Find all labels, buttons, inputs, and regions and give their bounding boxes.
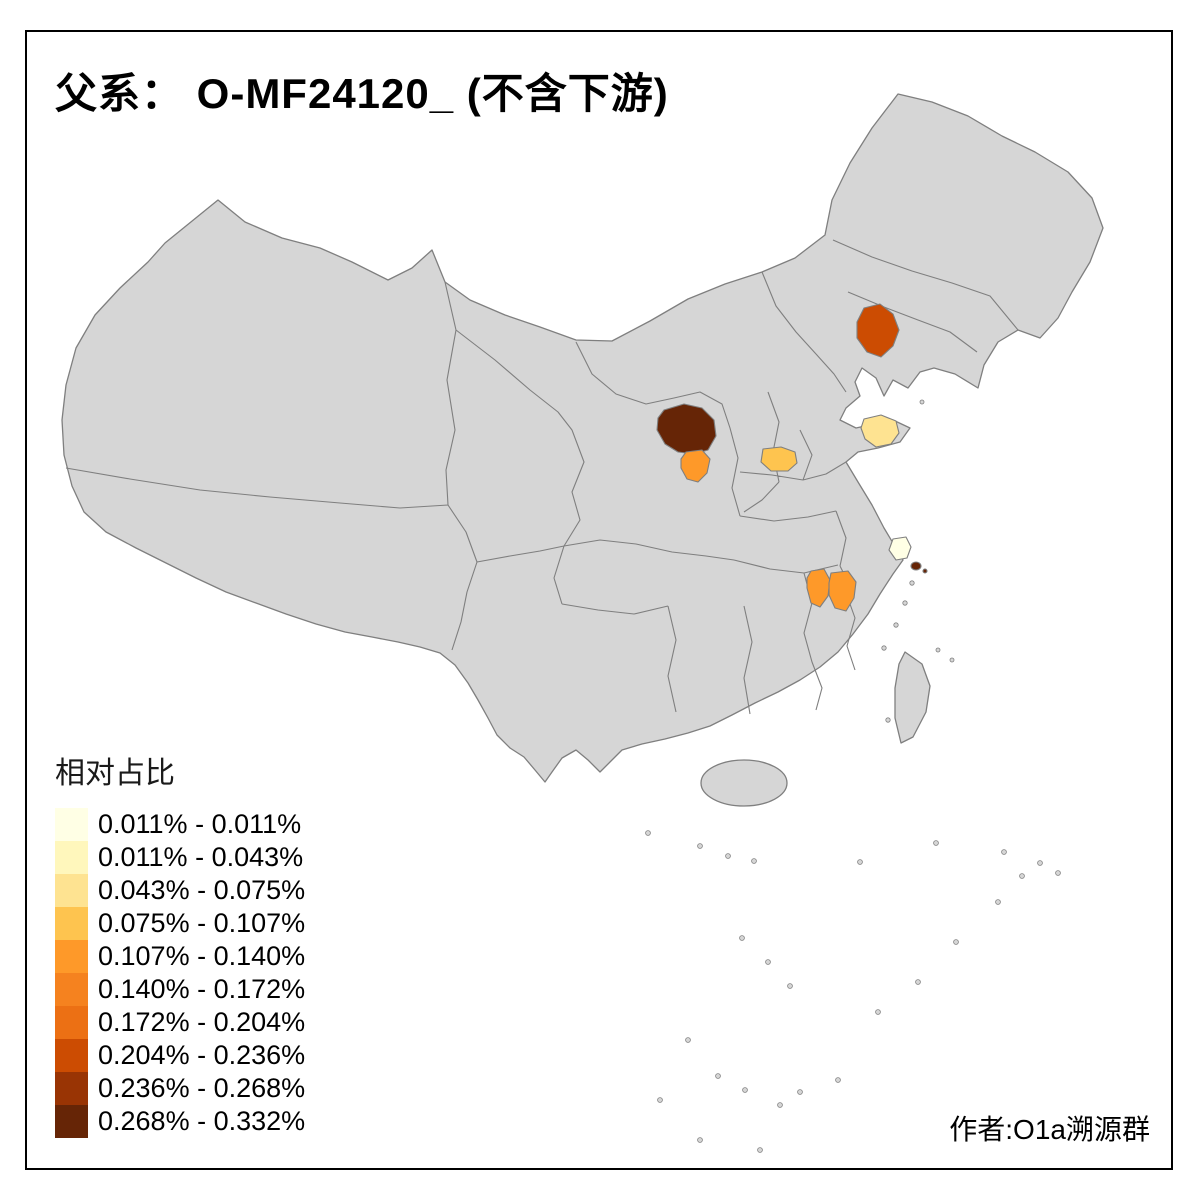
islet (742, 1087, 748, 1093)
islet (787, 983, 793, 989)
legend-row: 0.204% - 0.236% (55, 1039, 305, 1072)
islet (777, 1102, 783, 1108)
map-region-shaanxi-central (680, 449, 711, 483)
legend-swatch (55, 1006, 88, 1039)
islet (1037, 860, 1043, 866)
map-region-shandong-peninsula (860, 414, 900, 448)
legend-title: 相对占比 (55, 757, 175, 790)
islet (915, 979, 921, 985)
hainan-island (700, 759, 788, 807)
legend-row: 0.107% - 0.140% (55, 940, 305, 973)
taiwan-island (894, 651, 931, 744)
legend-swatch (55, 940, 88, 973)
legend-label: 0.011% - 0.043% (98, 842, 304, 872)
legend-row: 0.172% - 0.204% (55, 1006, 305, 1039)
islet (835, 1077, 841, 1083)
islet (893, 622, 899, 628)
islet (902, 600, 908, 606)
islet (995, 899, 1001, 905)
islet (715, 1073, 721, 1079)
legend-label: 0.204% - 0.236% (98, 1040, 306, 1070)
map-region-hunan-east-b (828, 570, 857, 612)
legend-swatch (55, 808, 88, 841)
legend-label: 0.140% - 0.172% (98, 974, 306, 1004)
islet (697, 843, 703, 849)
islet (1001, 849, 1007, 855)
highlighted-regions-group (656, 303, 928, 612)
islet (935, 647, 941, 653)
legend-label: 0.268% - 0.332% (98, 1106, 306, 1136)
land-group (61, 93, 1104, 807)
islet (953, 939, 959, 945)
legend-swatch (55, 907, 88, 940)
islet (1019, 873, 1025, 879)
legend: 相对占比 0.011% - 0.011% 0.011% - 0.043% 0.0… (55, 748, 305, 1138)
legend-label: 0.236% - 0.268% (98, 1073, 306, 1103)
islet (933, 840, 939, 846)
islet (757, 1147, 763, 1153)
legend-swatch (55, 1039, 88, 1072)
legend-row: 0.011% - 0.043% (55, 841, 305, 874)
islet (1055, 870, 1061, 876)
islet (685, 1037, 691, 1043)
map-region-henan-north (760, 446, 798, 472)
map-region-liaoning-west (856, 303, 900, 358)
legend-swatch (55, 973, 88, 1006)
legend-label: 0.011% - 0.011% (98, 809, 302, 839)
islet (657, 1097, 663, 1103)
islet (919, 399, 925, 405)
small-islands-group (645, 399, 1061, 1153)
map-region-zhoushan-islands (910, 561, 922, 571)
attribution-text: 作者:O1a溯源群 (949, 1114, 1150, 1145)
islet (697, 1137, 703, 1143)
legend-swatch (55, 874, 88, 907)
islet (765, 959, 771, 965)
legend-label: 0.172% - 0.204% (98, 1007, 306, 1037)
legend-swatch (55, 841, 88, 874)
legend-label: 0.043% - 0.075% (98, 875, 306, 905)
map-region-hunan-east-a (806, 568, 831, 608)
china-mainland-outline (61, 93, 1104, 783)
legend-items: 0.011% - 0.011% 0.011% - 0.043% 0.043% -… (55, 808, 305, 1138)
islet (881, 645, 887, 651)
legend-row: 0.268% - 0.332% (55, 1105, 305, 1138)
legend-label: 0.107% - 0.140% (98, 941, 306, 971)
islet (857, 859, 863, 865)
islet (751, 858, 757, 864)
plot-title: 父系： O-MF24120_ (不含下游) (55, 70, 669, 117)
islet (875, 1009, 881, 1015)
legend-row: 0.011% - 0.011% (55, 808, 305, 841)
islet (909, 580, 915, 586)
islet (645, 830, 651, 836)
islet (725, 853, 731, 859)
map-region-zhoushan-islet (922, 568, 928, 574)
legend-row: 0.140% - 0.172% (55, 973, 305, 1006)
map-region-shanghai-area (888, 536, 912, 561)
legend-swatch (55, 1105, 88, 1138)
islet (885, 717, 891, 723)
legend-label: 0.075% - 0.107% (98, 908, 306, 938)
islet (949, 657, 955, 663)
legend-swatch (55, 1072, 88, 1105)
legend-row: 0.043% - 0.075% (55, 874, 305, 907)
legend-row: 0.075% - 0.107% (55, 907, 305, 940)
islet (739, 935, 745, 941)
legend-row: 0.236% - 0.268% (55, 1072, 305, 1105)
islet (797, 1089, 803, 1095)
